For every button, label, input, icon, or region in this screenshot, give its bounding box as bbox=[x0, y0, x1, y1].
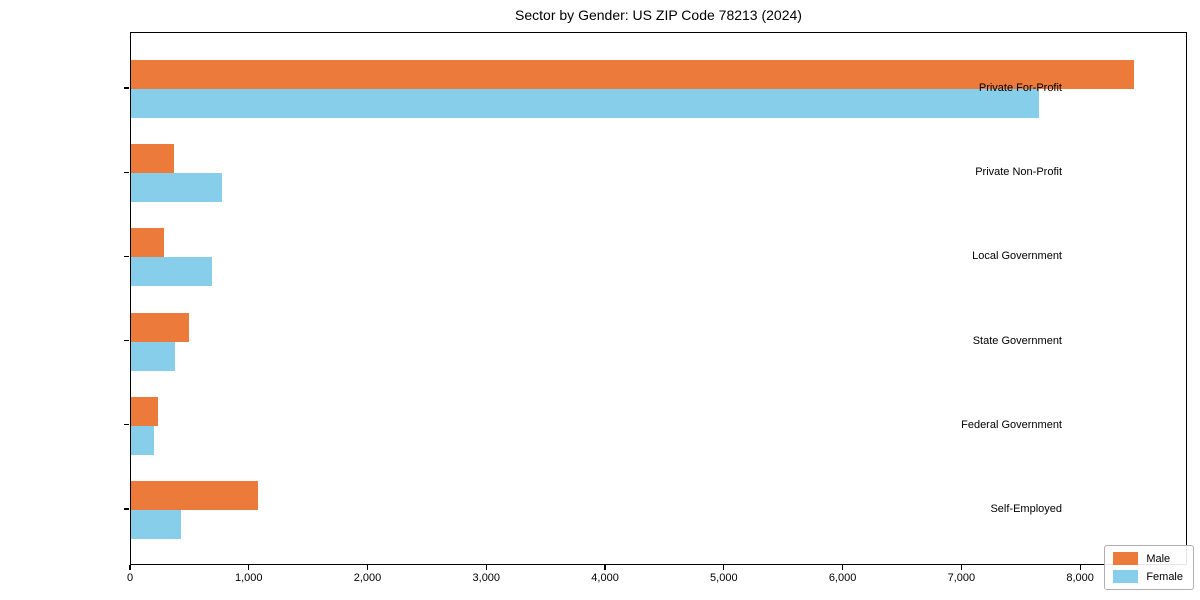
legend-swatch-male bbox=[1113, 552, 1139, 565]
xtick-mark bbox=[366, 565, 369, 570]
xtick-label: 2,000 bbox=[353, 572, 382, 584]
ytick-label: State Government bbox=[972, 334, 1062, 347]
xtick-mark bbox=[129, 565, 131, 570]
bar-female-6 bbox=[131, 510, 181, 540]
xtick-label: 3,000 bbox=[472, 572, 501, 584]
legend: Male Female bbox=[1104, 545, 1194, 590]
ytick-label: Federal Government bbox=[961, 418, 1062, 431]
ytick-mark bbox=[124, 508, 129, 510]
ytick-mark bbox=[124, 171, 129, 173]
bar-male-4 bbox=[131, 312, 190, 342]
legend-item-male: Male bbox=[1113, 552, 1183, 565]
bar-male-1 bbox=[131, 59, 1134, 89]
xtick-mark bbox=[604, 565, 606, 570]
ytick-mark bbox=[124, 340, 129, 342]
bar-male-2 bbox=[131, 144, 174, 174]
xtick-label: 1,000 bbox=[234, 572, 263, 584]
legend-label: Female bbox=[1146, 570, 1183, 583]
ytick-label: Local Government bbox=[972, 250, 1062, 263]
xtick-mark bbox=[723, 565, 725, 570]
legend-label: Male bbox=[1146, 552, 1171, 565]
xtick-mark bbox=[841, 565, 844, 570]
ytick-label: Self-Employed bbox=[990, 503, 1062, 516]
bar-female-3 bbox=[131, 257, 212, 287]
bar-female-4 bbox=[131, 341, 175, 371]
ytick-label: Private For-Profit bbox=[978, 81, 1062, 94]
xtick-label: 0 bbox=[126, 572, 134, 584]
legend-swatch-female bbox=[1113, 570, 1139, 583]
plot-area bbox=[130, 32, 1187, 565]
bar-female-5 bbox=[131, 425, 155, 455]
xtick-mark bbox=[485, 565, 487, 570]
xtick-label: 4,000 bbox=[591, 572, 619, 584]
bar-female-1 bbox=[131, 88, 1039, 118]
bar-male-6 bbox=[131, 481, 259, 511]
xtick-mark bbox=[248, 565, 250, 570]
ytick-mark bbox=[124, 255, 129, 257]
ytick-mark bbox=[124, 424, 129, 426]
ytick-label: Private Non-Profit bbox=[975, 166, 1062, 179]
chart-title: Sector by Gender: US ZIP Code 78213 (202… bbox=[515, 7, 802, 23]
xtick-label: 7,000 bbox=[947, 572, 976, 584]
bar-female-2 bbox=[131, 173, 223, 203]
xtick-label: 6,000 bbox=[828, 572, 857, 584]
legend-item-female: Female bbox=[1113, 570, 1183, 583]
bar-male-5 bbox=[131, 396, 159, 426]
xtick-label: 8,000 bbox=[1066, 572, 1094, 584]
xtick-mark bbox=[960, 565, 962, 570]
bar-male-3 bbox=[131, 228, 165, 258]
xtick-mark bbox=[1079, 565, 1081, 570]
ytick-mark bbox=[124, 87, 129, 89]
xtick-label: 5,000 bbox=[710, 572, 738, 584]
